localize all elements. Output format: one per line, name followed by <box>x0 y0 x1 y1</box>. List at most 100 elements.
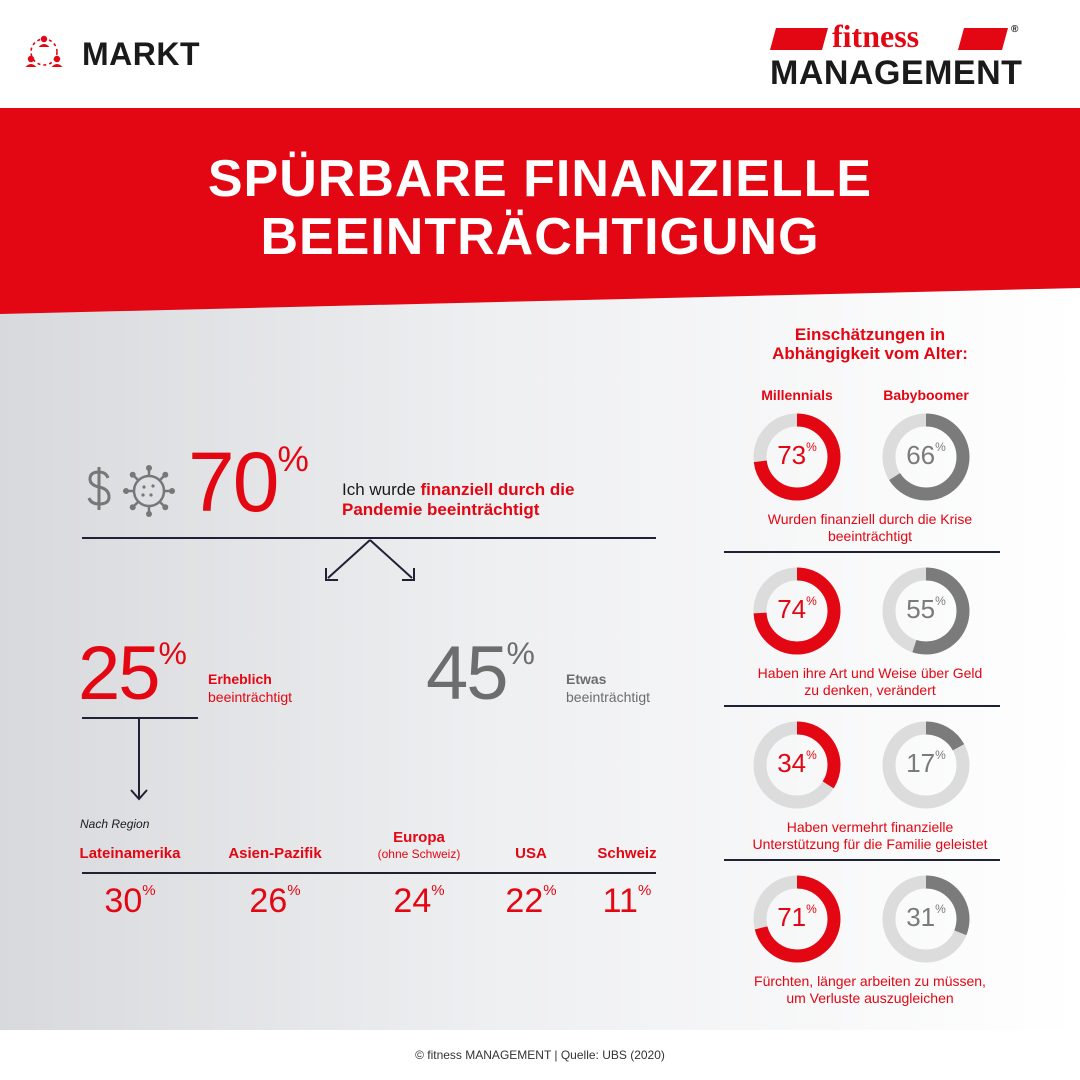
region-name: Asien-Pazifik <box>228 845 322 862</box>
some-impact-value: 45% <box>426 636 535 712</box>
donut-arc <box>753 721 841 809</box>
region-value-unit: % <box>142 882 156 899</box>
donut-value-label: 73% <box>752 440 842 471</box>
donut-value-unit: % <box>935 902 946 916</box>
region-value-number: 26 <box>249 882 288 920</box>
donut-millennials <box>753 875 841 963</box>
caption-line: Fürchten, länger arbeiten zu müssen, <box>754 973 986 989</box>
main-stat-text-bold-2: Pandemie beeinträchtigt <box>342 500 540 519</box>
donut-value-label: 74% <box>752 594 842 625</box>
footer-text: © fitness MANAGEMENT | Quelle: UBS (2020… <box>415 1048 665 1062</box>
region-value: 26% <box>200 882 350 921</box>
region-value-number: 24 <box>393 882 432 920</box>
donut-babyboomer <box>882 721 970 809</box>
main-stat-label: Ich wurde finanziell durch die Pandemie … <box>342 480 574 520</box>
people-network-icon <box>25 35 63 67</box>
donut-arc <box>753 567 841 655</box>
region-name: USA <box>515 845 547 862</box>
donut-value-label: 55% <box>881 594 971 625</box>
region-value-number: 11 <box>602 882 638 920</box>
region-value-unit: % <box>543 882 557 899</box>
some-impact-unit: % <box>506 634 535 671</box>
donut-value-unit: % <box>806 594 817 608</box>
dollar-icon <box>87 467 111 510</box>
donut-row-caption: Haben vermehrt finanzielle Unterstützung … <box>720 819 1020 853</box>
virus-icon <box>123 465 175 517</box>
donut-millennials <box>753 567 841 655</box>
regions-divider <box>82 872 656 874</box>
donut-value-number: 74 <box>777 594 807 624</box>
donut-arc <box>882 567 970 655</box>
strong-impact-label-bold: Erheblich <box>208 671 272 687</box>
region-name: Europa <box>393 829 445 846</box>
donut-millennials <box>753 721 841 809</box>
strong-impact-unit: % <box>158 634 187 671</box>
donut-millennials <box>753 413 841 501</box>
some-impact-label-text: beeinträchtigt <box>566 689 651 705</box>
region-value: 11% <box>552 882 702 921</box>
down-arrow-icon <box>130 718 148 801</box>
strong-impact-value: 25% <box>78 636 187 712</box>
donut-arc <box>753 413 841 501</box>
donut-babyboomer <box>882 567 970 655</box>
logo-bar-right <box>958 28 1008 50</box>
region-value-number: 30 <box>104 882 143 920</box>
donut-babyboomer <box>882 875 970 963</box>
col-label-babyboomer: Babyboomer <box>883 387 969 403</box>
main-stat-text-plain: Ich wurde <box>342 480 421 499</box>
content-background <box>0 290 1080 1030</box>
donut-value-unit: % <box>935 594 946 608</box>
strong-impact-number: 25 <box>78 631 161 716</box>
donut-value-label: 31% <box>881 902 971 933</box>
caption-line: beeinträchtigt <box>827 528 913 544</box>
some-impact-number: 45 <box>426 631 509 716</box>
main-stat-value: 70% <box>188 440 309 524</box>
logo-top-text: fitness <box>832 18 920 54</box>
logo-bar-left <box>770 28 828 50</box>
donut-row-caption: Fürchten, länger arbeiten zu müssen, um V… <box>720 973 1020 1007</box>
donut-value-label: 34% <box>752 748 842 779</box>
title-banner <box>0 108 1080 314</box>
region-name: Lateinamerika <box>79 845 181 862</box>
some-impact-label-bold: Etwas <box>566 671 607 687</box>
caption-line: Wurden finanziell durch die Krise <box>767 511 973 527</box>
donut-row-caption: Wurden finanziell durch die Krise beeintr… <box>720 511 1020 545</box>
footer-bar <box>0 1030 1080 1080</box>
donut-value-number: 34 <box>777 748 807 778</box>
brand-logo: fitness ® MANAGEMENT <box>770 18 1023 110</box>
caption-line: Unterstützung für die Familie geleistet <box>752 836 988 852</box>
caption-line: um Verluste auszugleichen <box>786 990 954 1006</box>
donut-value-label: 71% <box>752 902 842 933</box>
strong-impact-label: Erheblich beeinträchtigt <box>208 670 292 706</box>
main-stat-number: 70 <box>188 435 279 529</box>
page-title: SPÜRBARE FINANZIELLE BEEINTRÄCHTIGUNG <box>0 150 1080 266</box>
age-heading-line-2: Abhängigkeit vom Alter: <box>772 344 968 363</box>
donut-value-number: 66 <box>906 440 936 470</box>
donut-row-divider <box>724 859 1000 861</box>
donut-arc <box>882 721 970 809</box>
caption-line: Haben vermehrt finanzielle <box>786 819 954 835</box>
region-value-unit: % <box>431 882 445 899</box>
main-stat-unit: % <box>277 439 309 479</box>
age-heading: Einschätzungen in Abhängigkeit vom Alter… <box>720 325 1020 363</box>
main-divider <box>82 537 656 539</box>
donut-value-unit: % <box>806 440 817 454</box>
split-arrows-icon <box>325 539 415 581</box>
strong-impact-label-text: beeinträchtigt <box>208 689 293 705</box>
logo-bottom-text: MANAGEMENT <box>770 54 1023 92</box>
donut-value-number: 71 <box>777 902 807 932</box>
regions-heading: Nach Region <box>80 817 150 831</box>
age-heading-line-1: Einschätzungen in <box>794 325 946 344</box>
donut-value-unit: % <box>806 902 817 916</box>
donut-value-number: 73 <box>777 440 807 470</box>
region-value: 30% <box>55 882 205 921</box>
donut-value-number: 31 <box>906 902 936 932</box>
donut-arc <box>882 875 970 963</box>
region-name: Schweiz <box>597 845 657 862</box>
page-title-line-2: BEEINTRÄCHTIGUNG <box>260 208 820 266</box>
donut-row-divider <box>724 705 1000 707</box>
donut-row-caption: Haben ihre Art und Weise über Geld zu den… <box>720 665 1020 699</box>
region-value: 24% <box>344 882 494 921</box>
region-subtitle: (ohne Schweiz) <box>377 847 461 861</box>
section-label: MARKT <box>82 36 201 72</box>
